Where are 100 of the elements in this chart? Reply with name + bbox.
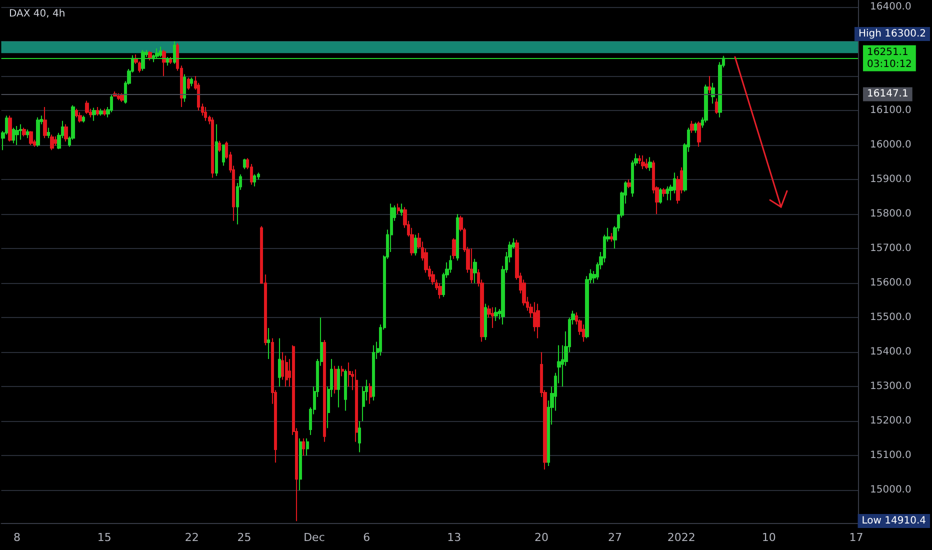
candlestick bbox=[348, 362, 351, 388]
x-tick-label: 8 bbox=[13, 531, 20, 544]
candlestick bbox=[306, 438, 309, 456]
candlestick bbox=[456, 214, 459, 262]
candlestick bbox=[26, 128, 29, 139]
candlestick bbox=[715, 98, 718, 114]
candlestick bbox=[187, 77, 190, 90]
candlestick bbox=[54, 136, 57, 146]
candlestick bbox=[355, 368, 358, 442]
candlestick bbox=[267, 327, 270, 360]
y-tick-label: 15100.0 bbox=[870, 450, 912, 462]
candlestick bbox=[323, 340, 326, 442]
candlestick bbox=[285, 355, 288, 388]
candlestick bbox=[369, 382, 372, 404]
candlestick bbox=[666, 186, 669, 201]
candlestick bbox=[22, 127, 26, 137]
candlestick bbox=[222, 144, 225, 166]
candlestick bbox=[278, 338, 281, 388]
candlestick bbox=[12, 127, 15, 144]
x-tick-label: 20 bbox=[534, 531, 549, 544]
candlestick bbox=[704, 84, 708, 124]
candlestick bbox=[358, 420, 361, 453]
candlestick bbox=[211, 116, 214, 178]
candlestick bbox=[47, 127, 50, 139]
y-tick-label: 15500.0 bbox=[870, 312, 912, 324]
candlestick bbox=[96, 106, 99, 116]
x-tick-label: 6 bbox=[363, 531, 370, 544]
x-tick-label: 2022 bbox=[667, 531, 696, 544]
candlestick bbox=[337, 365, 340, 408]
x-tick-label: 22 bbox=[184, 531, 199, 544]
y-tick-label: 15300.0 bbox=[870, 381, 912, 392]
candlestick bbox=[400, 203, 403, 216]
x-tick-label: Dec bbox=[304, 531, 325, 544]
y-tick-label: 15200.0 bbox=[870, 416, 912, 427]
candlestick bbox=[215, 124, 218, 177]
candlestick bbox=[610, 232, 613, 242]
candlestick bbox=[648, 156, 652, 172]
candlestick bbox=[536, 303, 540, 339]
y-tick-label: 16000.0 bbox=[870, 139, 912, 150]
y-tick-label: 15600.0 bbox=[870, 278, 912, 289]
candlestick bbox=[64, 124, 68, 142]
candlestick bbox=[484, 303, 487, 341]
candlestick bbox=[397, 203, 400, 215]
candlestick bbox=[78, 112, 82, 124]
candlestick bbox=[253, 174, 256, 187]
text: DAX 40, 4h bbox=[9, 8, 66, 20]
x-tick-label: 25 bbox=[237, 531, 252, 544]
candlestick bbox=[120, 92, 124, 102]
candlestick bbox=[8, 115, 12, 142]
ref-line-label: 16251.1 03:10:12 bbox=[867, 46, 912, 70]
candlestick bbox=[190, 77, 193, 87]
candlestick bbox=[438, 282, 442, 300]
candlestick bbox=[491, 306, 494, 328]
y-tick-label: 15400.0 bbox=[870, 346, 912, 358]
candlestick bbox=[494, 306, 498, 322]
y-tick-label: 16100.0 bbox=[870, 104, 912, 116]
candlestick bbox=[694, 122, 697, 134]
candlestick bbox=[169, 56, 172, 64]
text: High 16300.2 bbox=[858, 28, 926, 40]
candlestick bbox=[50, 134, 54, 151]
candlestick bbox=[690, 120, 694, 134]
y-tick-label: 16400.0 bbox=[870, 1, 912, 12]
candlestick bbox=[708, 75, 711, 94]
ref-line-label: 16147.1 bbox=[867, 88, 908, 100]
candlestick bbox=[645, 158, 648, 170]
candlestick bbox=[662, 188, 666, 198]
candlestick bbox=[183, 74, 186, 102]
candlestick bbox=[473, 258, 477, 284]
candlestick bbox=[29, 130, 33, 146]
candlestick bbox=[470, 248, 473, 284]
candlestick bbox=[103, 108, 106, 116]
y-tick-label: 15000.0 bbox=[870, 484, 912, 496]
candlestick bbox=[627, 179, 631, 189]
candlestick bbox=[341, 365, 344, 377]
candlestick bbox=[452, 238, 456, 260]
candlestick bbox=[218, 140, 221, 152]
candlestick bbox=[372, 344, 375, 401]
candlestick bbox=[204, 106, 207, 122]
candlestick bbox=[659, 188, 662, 204]
candlestick bbox=[641, 154, 645, 170]
candlestick bbox=[344, 368, 347, 412]
candlestick bbox=[148, 50, 152, 61]
candlestick bbox=[36, 116, 40, 148]
candlestick bbox=[99, 108, 103, 116]
candlestick bbox=[15, 126, 19, 146]
candlestick bbox=[162, 49, 166, 76]
candlestick bbox=[82, 115, 85, 124]
candlestick bbox=[43, 106, 47, 139]
text: Low 14910.4 bbox=[862, 516, 926, 526]
x-tick-label: 10 bbox=[762, 531, 776, 544]
candlestick bbox=[302, 438, 305, 456]
candlestick bbox=[334, 365, 337, 394]
x-tick-label: 27 bbox=[608, 531, 622, 544]
x-tick-label: 17 bbox=[849, 531, 864, 544]
x-tick-label: 13 bbox=[447, 531, 462, 544]
y-tick-label: 15900.0 bbox=[870, 174, 912, 186]
candlestick bbox=[85, 100, 89, 114]
candlestick bbox=[697, 121, 701, 148]
candlestick bbox=[243, 158, 246, 170]
candlestick bbox=[92, 107, 96, 122]
